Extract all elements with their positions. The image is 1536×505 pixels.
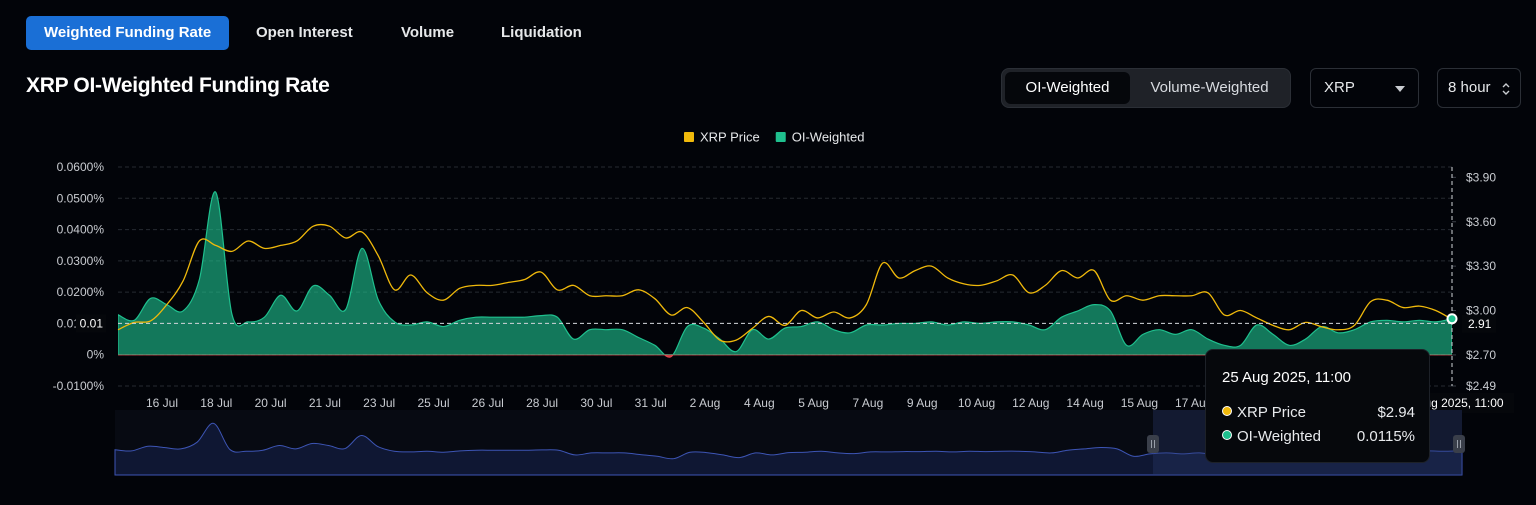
y-tick-label: 0.0400% <box>57 223 105 237</box>
tooltip-row: XRP Price $2.94 <box>1222 404 1415 421</box>
y-tick-label: 0.0600% <box>57 160 105 174</box>
x-tick-label: 23 Jul <box>363 396 395 410</box>
y2-tick-label: $3.00 <box>1466 304 1496 318</box>
x-tick-label: 9 Aug <box>907 396 938 410</box>
x-tick-label: 5 Aug <box>798 396 829 410</box>
x-tick-label: 10 Aug <box>958 396 995 410</box>
navigator-handle[interactable] <box>1147 435 1159 453</box>
x-tick-label: 7 Aug <box>853 396 884 410</box>
y-tick-label: 0.0300% <box>57 254 105 268</box>
x-tick-label: 2 Aug <box>690 396 721 410</box>
legend-swatch <box>775 132 786 142</box>
y-tick-label: -0.0100% <box>53 379 105 393</box>
tab[interactable]: Volume <box>401 24 455 41</box>
tooltip-row: OI-Weighted 0.0115% <box>1222 428 1415 445</box>
crosshair-label-bg <box>76 314 106 333</box>
x-tick-label: 31 Jul <box>635 396 667 410</box>
y-tick-label: 0% <box>87 348 105 362</box>
legend-label: XRP Price <box>700 130 760 145</box>
x-tick-label: 4 Aug <box>744 396 775 410</box>
interval-dropdown[interactable]: 8 hour <box>1437 68 1521 108</box>
x-tick-label: 30 Jul <box>580 396 612 410</box>
y-tick-label: 0.0200% <box>57 285 105 299</box>
handle-grip <box>1151 440 1155 448</box>
y2-tick-label: $3.90 <box>1466 170 1496 184</box>
weighting-toggle: OI-Weighted Volume-Weighted <box>1001 68 1291 108</box>
tooltip-title: 25 Aug 2025, 11:00 <box>1222 369 1352 386</box>
tab[interactable]: Liquidation <box>501 24 582 41</box>
x-tick-label: 25 Jul <box>417 396 449 410</box>
navigator-handle[interactable] <box>1453 435 1465 453</box>
crosshair-label-bg <box>1462 314 1496 333</box>
chevrons <box>1502 83 1510 95</box>
tooltip-dot <box>1222 406 1232 416</box>
tooltip: 25 Aug 2025, 11:00 XRP Price $2.94 OI-Wei… <box>1205 349 1430 463</box>
x-tick-label: 18 Jul <box>200 396 232 410</box>
tooltip-value: 0.0115% <box>1356 428 1415 445</box>
x-tick-label: 12 Aug <box>1012 396 1049 410</box>
tooltip-dot <box>1222 430 1232 440</box>
tooltip-name: OI-Weighted <box>1237 428 1321 445</box>
y-tick-label: 0.0500% <box>57 191 105 205</box>
symbol-dropdown[interactable]: XRP <box>1310 68 1419 108</box>
tab[interactable]: Open Interest <box>256 24 353 41</box>
toggle-option[interactable]: OI-Weighted <box>1005 72 1130 104</box>
x-tick-label: 14 Aug <box>1066 396 1103 410</box>
handle-grip <box>1457 440 1461 448</box>
x-tick-label: 20 Jul <box>255 396 287 410</box>
negative-area <box>118 354 1452 358</box>
y2-tick-label: $2.49 <box>1466 379 1496 393</box>
x-tick-label: 26 Jul <box>472 396 504 410</box>
toggle-option[interactable]: Volume-Weighted <box>1150 79 1269 96</box>
tooltip-value: $2.94 <box>1377 404 1415 421</box>
hover-point <box>1446 313 1458 325</box>
tooltip-name: XRP Price <box>1237 404 1306 421</box>
x-tick-label: 28 Jul <box>526 396 558 410</box>
page-title: XRP OI-Weighted Funding Rate <box>26 74 330 97</box>
x-tick-label: 16 Jul <box>146 396 178 410</box>
x-tick-label: 15 Aug <box>1121 396 1158 410</box>
legend-label: OI-Weighted <box>792 130 865 145</box>
crosshair-y-label: 0.01 <box>80 316 104 330</box>
line <box>117 223 1453 343</box>
x-tick-label: 17 Aug <box>1175 396 1212 410</box>
y2-tick-label: $2.70 <box>1466 348 1496 362</box>
dropdown-value: XRP <box>1324 79 1355 96</box>
dropdown-value: 8 hour <box>1448 79 1491 96</box>
tab[interactable]: Weighted Funding Rate <box>26 16 230 50</box>
legend-swatch <box>684 132 694 142</box>
y2-tick-label: $3.60 <box>1466 215 1496 229</box>
crosshair-y2-label: 2.91 <box>1468 317 1492 331</box>
area <box>118 191 1452 355</box>
caret <box>1395 86 1405 92</box>
x-tick-label: 21 Jul <box>309 396 341 410</box>
y2-tick-label: $3.30 <box>1466 259 1496 273</box>
